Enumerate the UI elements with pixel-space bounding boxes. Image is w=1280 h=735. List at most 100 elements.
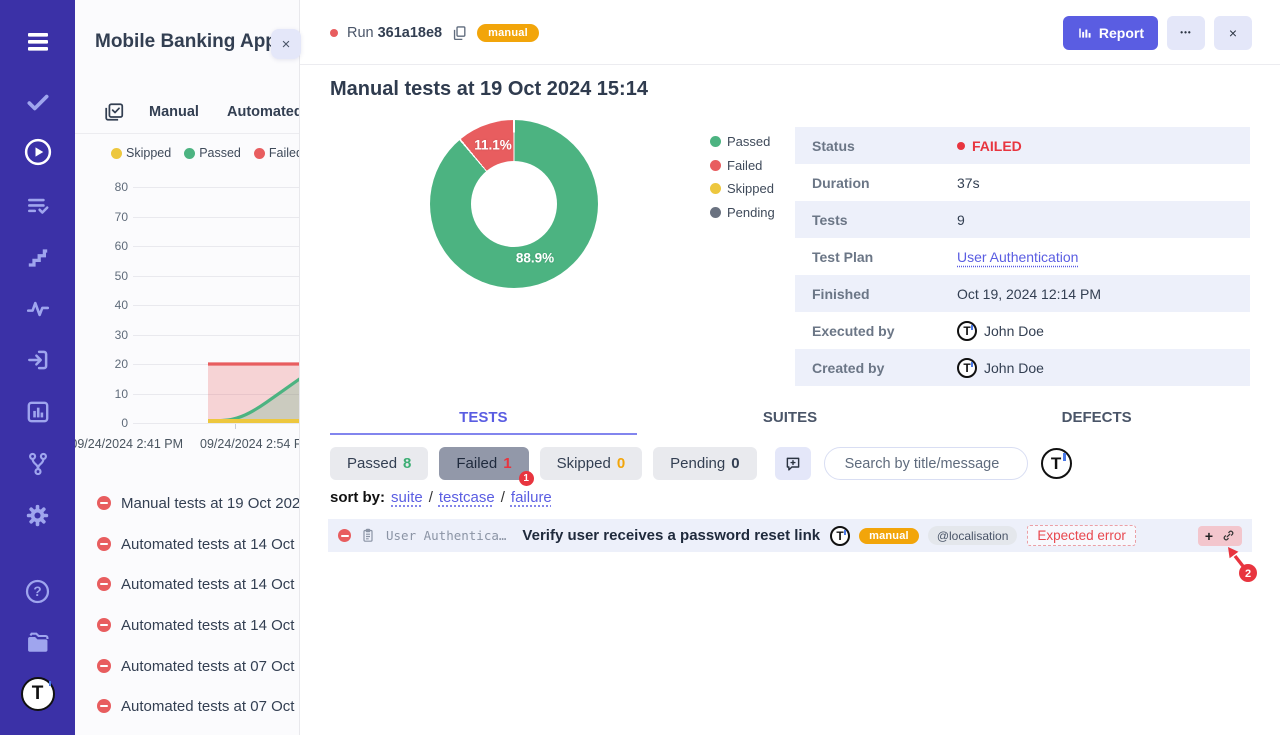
steps-icon[interactable] (0, 240, 75, 276)
check-icon[interactable] (0, 84, 75, 120)
test-result-row[interactable]: User Authentica… Verify user receives a … (328, 519, 1252, 552)
settings-gear-icon[interactable] (0, 497, 75, 533)
test-title[interactable]: Verify user receives a password reset li… (522, 527, 820, 544)
test-type-badge: manual (859, 528, 919, 544)
run-type-badge: manual (477, 24, 539, 42)
failed-status-icon (338, 529, 351, 542)
info-row-status: Status FAILED (795, 127, 1250, 164)
suite-name: User Authentica… (386, 528, 506, 543)
info-row-finished: Finished Oct 19, 2024 12:14 PM (795, 275, 1250, 312)
error-label: Expected error (1027, 525, 1136, 546)
skipped-dot (710, 183, 721, 194)
app-window: ? T Mobile Banking App Manual Automated … (0, 0, 1280, 735)
list-check-icon[interactable] (0, 188, 75, 224)
info-row-test-plan: Test Plan User Authentication (795, 238, 1250, 275)
link-icon[interactable] (1222, 529, 1235, 542)
search-input[interactable] (845, 456, 1032, 472)
results-donut-chart: 88.9% 11.1% (430, 120, 598, 288)
avatar: T (957, 358, 977, 378)
passed-dot (184, 148, 195, 159)
y-tick-label: 60 (102, 239, 128, 253)
failed-status-icon (97, 577, 111, 591)
runs-area-chart (208, 187, 300, 423)
branch-icon[interactable] (0, 446, 75, 482)
failed-dot (254, 148, 265, 159)
run-id: 361a18e8 (378, 25, 443, 41)
app-logo[interactable]: T (0, 676, 75, 712)
bar-chart-icon (1077, 26, 1092, 40)
menu-icon[interactable] (0, 24, 75, 60)
import-icon[interactable] (0, 342, 75, 378)
analytics-icon[interactable] (0, 394, 75, 430)
donut-hole (471, 161, 557, 247)
passed-dot (710, 136, 721, 147)
filter-failed[interactable]: Failed11 (439, 447, 528, 480)
activity-icon[interactable] (0, 291, 75, 327)
failed-line (208, 308, 300, 364)
close-run-button[interactable]: × (1214, 16, 1252, 50)
project-title: Mobile Banking App (95, 31, 277, 53)
play-runs-icon[interactable] (0, 134, 75, 170)
run-list-item[interactable]: Automated tests at 07 Oct 2 (75, 690, 300, 722)
filter-passed[interactable]: Passed8 (330, 447, 428, 480)
failed-dot (957, 142, 965, 150)
y-tick-label: 80 (102, 180, 128, 194)
projects-folder-icon[interactable] (0, 625, 75, 661)
sort-by-suite[interactable]: suite (391, 489, 423, 506)
run-label: Run (347, 25, 374, 41)
x-axis-tick (235, 424, 236, 429)
tag-badge[interactable]: @localisation (928, 526, 1018, 545)
panel-tab-automated[interactable]: Automated (227, 104, 300, 120)
search-box (824, 447, 1028, 480)
tab-tests[interactable]: TESTS (330, 406, 637, 435)
help-icon[interactable]: ? (0, 573, 75, 609)
row-actions: + (1198, 526, 1242, 546)
runs-chart-legend: Skipped Passed Failed (111, 146, 300, 160)
filter-skipped[interactable]: Skipped0 (540, 447, 643, 480)
failed-status-icon (97, 699, 111, 713)
tab-suites[interactable]: SUITES (637, 406, 944, 435)
panel-tab-manual[interactable]: Manual (149, 104, 199, 120)
sort-by-testcase[interactable]: testcase (439, 489, 495, 506)
failed-status-icon (97, 618, 111, 632)
select-all-icon[interactable] (103, 101, 125, 128)
run-info-table: Status FAILED Duration 37s Tests 9 Test … (795, 127, 1250, 386)
y-tick-label: 70 (102, 210, 128, 224)
y-tick-label: 30 (102, 328, 128, 342)
y-tick-label: 40 (102, 298, 128, 312)
divider (75, 133, 300, 134)
donut-legend: Passed Failed Skipped Pending (710, 134, 775, 220)
failed-status-icon (97, 537, 111, 551)
add-comment-button[interactable] (775, 447, 811, 480)
assignee-avatar-button[interactable]: T (1041, 448, 1072, 479)
run-list-item[interactable]: Automated tests at 07 Oct 2 (75, 650, 300, 682)
tab-defects[interactable]: DEFECTS (943, 406, 1250, 435)
test-plan-link[interactable]: User Authentication (957, 249, 1078, 265)
report-button[interactable]: Report (1063, 16, 1158, 50)
y-tick-label: 0 (102, 416, 128, 430)
sort-by-failure[interactable]: failure (511, 489, 552, 506)
run-list-item[interactable]: Automated tests at 14 Oct 2 (75, 568, 300, 600)
info-row-executed-by: Executed by TJohn Doe (795, 312, 1250, 349)
panel-close-button[interactable]: × (271, 29, 301, 59)
x-tick-label: 09/24/2024 2:41 PM (75, 437, 183, 451)
info-row-duration: Duration 37s (795, 164, 1250, 201)
failed-status-icon (97, 659, 111, 673)
copy-icon[interactable] (451, 24, 468, 42)
page-title: Manual tests at 19 Oct 2024 15:14 (330, 78, 648, 101)
failed-status-icon (97, 496, 111, 510)
comment-plus-icon (784, 455, 802, 473)
pending-dot (710, 207, 721, 218)
skipped-dot (111, 148, 122, 159)
filter-pending[interactable]: Pending0 (653, 447, 756, 480)
avatar: T (957, 321, 977, 341)
result-tabs: TESTS SUITES DEFECTS (330, 406, 1250, 435)
icon-sidebar: ? T (0, 0, 75, 735)
add-icon[interactable]: + (1205, 529, 1213, 543)
y-tick-label: 10 (102, 387, 128, 401)
run-list-item[interactable]: Automated tests at 14 Oct 2 (75, 609, 300, 641)
donut-label-passed: 88.9% (516, 251, 554, 266)
run-list-item[interactable]: Manual tests at 19 Oct 2024 (75, 487, 300, 519)
more-button[interactable]: ••• (1167, 16, 1205, 50)
run-list-item[interactable]: Automated tests at 14 Oct 2 (75, 528, 300, 560)
